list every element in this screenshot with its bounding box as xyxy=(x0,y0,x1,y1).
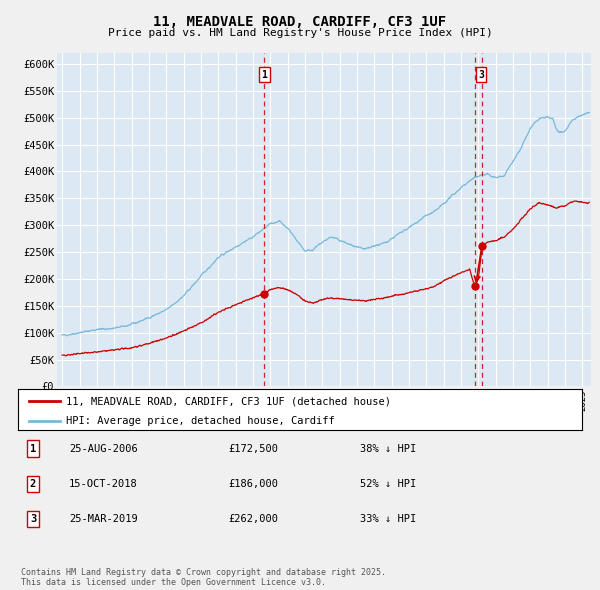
Text: 25-MAR-2019: 25-MAR-2019 xyxy=(69,514,138,525)
Text: 33% ↓ HPI: 33% ↓ HPI xyxy=(360,514,416,525)
Text: Price paid vs. HM Land Registry's House Price Index (HPI): Price paid vs. HM Land Registry's House … xyxy=(107,28,493,38)
Text: £172,500: £172,500 xyxy=(228,444,278,454)
Text: 3: 3 xyxy=(30,514,36,525)
Text: 25-AUG-2006: 25-AUG-2006 xyxy=(69,444,138,454)
Text: HPI: Average price, detached house, Cardiff: HPI: Average price, detached house, Card… xyxy=(66,417,335,427)
Text: £186,000: £186,000 xyxy=(228,479,278,489)
Text: £262,000: £262,000 xyxy=(228,514,278,525)
Text: 11, MEADVALE ROAD, CARDIFF, CF3 1UF (detached house): 11, MEADVALE ROAD, CARDIFF, CF3 1UF (det… xyxy=(66,396,391,407)
Text: 1: 1 xyxy=(261,70,267,80)
Text: 15-OCT-2018: 15-OCT-2018 xyxy=(69,479,138,489)
Text: 1: 1 xyxy=(30,444,36,454)
Text: 3: 3 xyxy=(478,70,484,80)
Text: 2: 2 xyxy=(30,479,36,489)
Text: 11, MEADVALE ROAD, CARDIFF, CF3 1UF: 11, MEADVALE ROAD, CARDIFF, CF3 1UF xyxy=(154,15,446,29)
Text: Contains HM Land Registry data © Crown copyright and database right 2025.
This d: Contains HM Land Registry data © Crown c… xyxy=(21,568,386,587)
Text: 52% ↓ HPI: 52% ↓ HPI xyxy=(360,479,416,489)
Text: 38% ↓ HPI: 38% ↓ HPI xyxy=(360,444,416,454)
